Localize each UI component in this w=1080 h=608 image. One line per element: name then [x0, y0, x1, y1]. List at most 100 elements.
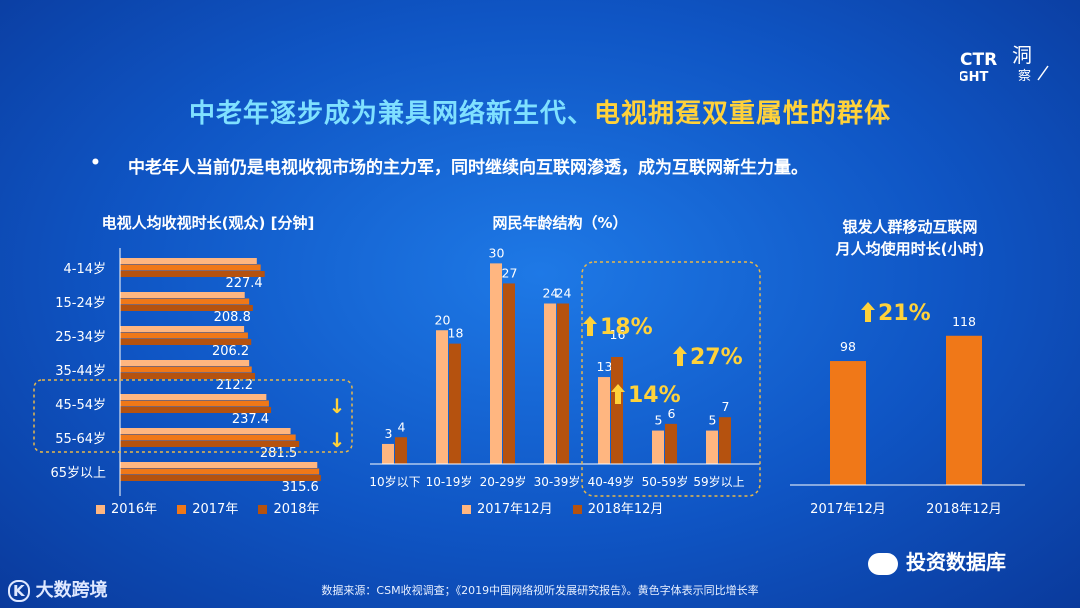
logo-brush-icon	[1037, 65, 1049, 81]
chart1-bar-25-34--2017-	[120, 332, 248, 339]
chart1-bar-55-64--2016-	[120, 428, 291, 434]
chart2-growth-annotation: 27%	[690, 345, 743, 370]
legend-swatch-2017	[177, 505, 187, 514]
page-title: 中老年逐步成为兼具网络新生代、电视拥趸双重属性的群体	[0, 93, 1080, 130]
chart1-value-label: 206.2	[212, 344, 249, 359]
chart2-category-label: 10岁以下	[369, 474, 420, 489]
chart2-bar-10--2018-12-	[395, 437, 407, 464]
title-part-2: 电视拥趸双重属性的群体	[594, 99, 892, 129]
down-arrow-icon: ↓	[329, 428, 346, 452]
chart2-data-label: 3	[385, 426, 393, 441]
footer-left-text: 大数跨境	[35, 580, 108, 601]
chart2-growth-annotation: 18%	[600, 315, 653, 340]
chart2-data-label: 24	[543, 286, 559, 301]
wechat-icon	[868, 552, 898, 575]
up-arrow-icon	[861, 302, 875, 322]
up-arrow-icon	[611, 384, 625, 404]
chart2-bar-50-59--2018-12-	[665, 423, 677, 464]
chart1-category-label: 55-64岁	[55, 432, 106, 447]
chart2-data-label: 5	[655, 413, 663, 428]
chart1-bar-25-34--2018-	[120, 339, 252, 345]
chart1-bar-65--2018-	[120, 475, 321, 481]
up-arrow-icon	[583, 316, 597, 336]
logo-cha: 察	[1018, 69, 1031, 84]
legend-swatch-2018-12	[572, 505, 582, 514]
chart3-category-label: 2018年12月	[926, 502, 1002, 517]
data-source-note: 数据来源：CSM收视调查；《2019中国网络视听发展研究报告》。黄色字体表示同比…	[321, 584, 759, 597]
legend-item-2017: 2017年	[177, 498, 238, 517]
bullet-text: 中老年人当前仍是电视收视市场的主力军，同时继续向互联网渗透，成为互联网新生力量。	[128, 158, 808, 178]
chart3-category-label: 2017年12月	[810, 502, 886, 517]
chart2-category-label: 20-29岁	[480, 474, 527, 489]
footer-right-text: 投资数据库	[906, 550, 1006, 574]
down-arrow-icon: ↓	[329, 394, 346, 418]
chart1-bar-35-44--2016-	[120, 360, 250, 366]
chart1-bar-4-14--2017-	[120, 264, 261, 271]
chart1-bar-65--2016-	[120, 462, 318, 468]
chart2-highlight-box	[581, 261, 761, 497]
chart3-silver-mobile-usage: 98 2017年12月 118 2018年12月 21%	[790, 301, 1025, 517]
chart2-bar-10-19--2017-12-	[436, 330, 448, 464]
chart2-bar-20-29--2018-12-	[503, 283, 515, 464]
chart2-bar-10--2017-12-	[382, 443, 394, 464]
title-part-1: 中老年逐步成为兼具网络新生代、	[188, 99, 594, 129]
chart3-title-line1: 银发人群移动互联网	[842, 218, 978, 236]
chart2-category-label: 50-59岁	[642, 474, 689, 489]
chart2-data-label: 7	[722, 399, 730, 414]
legend-item-2017-12: 2017年12月	[462, 498, 553, 517]
legend-label-2018-12: 2018年12月	[587, 502, 664, 517]
chart3-data-label: 118	[952, 314, 976, 329]
chart1-value-label: 208.8	[214, 310, 251, 325]
chart3-title-line2: 月人均使用时长(小时)	[835, 240, 985, 258]
chart2-growth-annotation: 14%	[628, 383, 681, 408]
chart1-value-label: 227.4	[225, 276, 262, 291]
chart1-bar-55-64--2018-	[120, 441, 300, 447]
chart2-bar-30-39--2017-12-	[544, 303, 556, 464]
chart1-bar-45-54--2018-	[120, 407, 272, 413]
footer-brand-right: 投资数据库	[868, 546, 1006, 575]
chart2-data-label: 20	[435, 312, 451, 327]
chart3-growth-annotation: 21%	[878, 301, 931, 326]
chart2-data-label: 18	[448, 326, 464, 341]
chart1-bar-35-44--2017-	[120, 366, 252, 373]
chart2-category-label: 59岁以上	[693, 474, 744, 489]
legend-swatch-2016	[96, 505, 105, 514]
chart2-bar-30-39--2018-12-	[557, 303, 569, 464]
chart1-title: 电视人均收视时长(观众) [分钟]	[101, 214, 315, 232]
chart2-bar-40-49--2018-12-	[611, 357, 623, 464]
footer-brand-left: K 大数跨境	[8, 576, 108, 602]
chart1-category-label: 45-54岁	[55, 398, 106, 413]
chart1-category-label: 15-24岁	[55, 296, 106, 311]
brand-logo-icon: K	[8, 580, 30, 602]
logo-insight: INSIGHT	[960, 70, 988, 85]
chart2-title: 网民年龄结构（%）	[492, 214, 628, 232]
chart1-value-label: 315.6	[282, 480, 319, 495]
chart1-bar-15-24--2018-	[120, 305, 253, 311]
chart2-data-label: 13	[597, 359, 613, 374]
legend-swatch-2018	[258, 505, 268, 514]
chart2-data-label: 30	[489, 245, 505, 260]
chart1-category-label: 65岁以上	[50, 466, 106, 481]
chart2-data-label: 6	[668, 406, 676, 421]
chart1-bar-15-24--2016-	[120, 292, 245, 298]
chart2-data-label: 27	[502, 265, 518, 280]
chart1-category-label: 25-34岁	[55, 330, 106, 345]
chart1-legend: 2016年 2017年 2018年	[96, 498, 336, 517]
chart2-data-label: 24	[556, 286, 572, 301]
legend-item-2018-12: 2018年12月	[572, 498, 664, 517]
chart2-category-label: 10-19岁	[426, 474, 473, 489]
legend-label-2017-12: 2017年12月	[477, 502, 553, 517]
chart2-bar-20-29--2017-12-	[490, 263, 502, 464]
chart2-legend: 2017年12月 2018年12月	[462, 498, 679, 517]
logo-dong: 洞	[1012, 43, 1032, 67]
legend-item-2018: 2018年	[258, 498, 320, 517]
chart1-tv-viewing-time: 4-14岁 227.4 15-24岁 208.8 25-34岁 206.2 35-44岁 21…	[33, 248, 353, 496]
legend-label-2017: 2017年	[192, 502, 239, 517]
chart2-data-label: 5	[709, 413, 717, 428]
chart1-value-label: 212.2	[216, 378, 253, 393]
chart1-bar-4-14--2018-	[120, 271, 265, 277]
chart2-category-label: 30-39岁	[534, 474, 581, 489]
chart2-data-label: 4	[398, 419, 406, 434]
chart2-bar-10-19--2018-12-	[449, 343, 461, 464]
